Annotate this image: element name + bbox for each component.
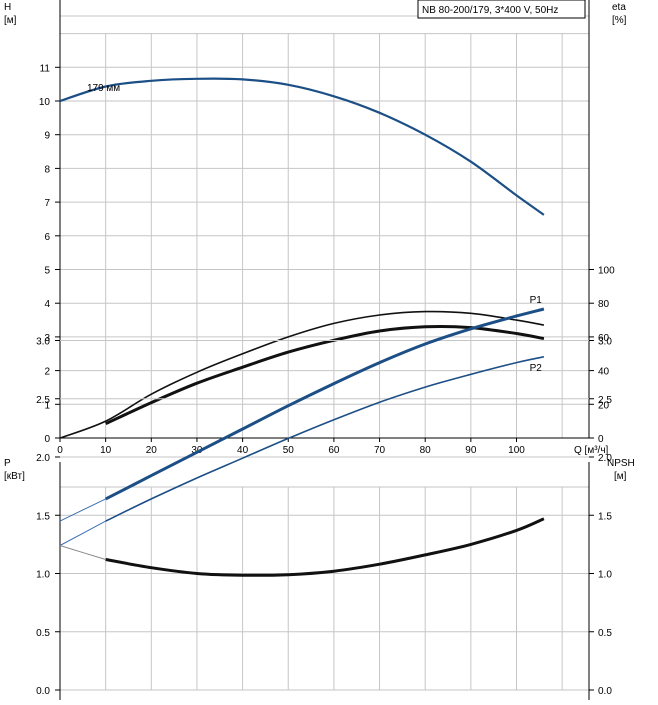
npsh-extension-line xyxy=(59,545,106,560)
y-tick-label-right: 80 xyxy=(598,299,610,310)
p1-extension-line xyxy=(59,498,106,522)
y-tick-label-left: 2.5 xyxy=(36,395,50,406)
y-axis-title-right: eta xyxy=(612,2,626,13)
y-tick-label-right: 60 xyxy=(598,333,610,344)
y-tick-label-right: 1.0 xyxy=(598,570,612,581)
y-tick-label-left: 9 xyxy=(44,131,50,142)
y-tick-label-left: 1.0 xyxy=(36,570,50,581)
y-tick-label-left: 2.0 xyxy=(36,453,50,464)
title-box xyxy=(417,0,586,19)
x-tick-label: 10 xyxy=(100,445,112,456)
y-tick-label-right: 0.5 xyxy=(598,628,612,639)
y-axis-unit-left: [м] xyxy=(4,15,17,26)
x-tick-label: 70 xyxy=(374,445,386,456)
x-tick-label: 100 xyxy=(508,445,525,456)
y-tick-label-right: 2.5 xyxy=(598,395,612,406)
y-tick-label-left: 3.0 xyxy=(36,337,50,348)
x-tick-label: 80 xyxy=(420,445,432,456)
x-tick-label: 90 xyxy=(465,445,477,456)
y-axis-unit-right: [м] xyxy=(614,471,627,482)
y-tick-label-right: 1.5 xyxy=(598,511,612,522)
p1-curve-line xyxy=(105,307,545,501)
y-tick-label-left: 6 xyxy=(44,232,50,243)
y-axis-unit-left: [кВт] xyxy=(4,471,25,482)
y-tick-label-left: 1 xyxy=(44,400,50,411)
y-tick-label-right: 2.0 xyxy=(598,453,612,464)
x-tick-label: 50 xyxy=(283,445,295,456)
chart-title: NB 80-200/179, 3*400 V, 50Hz xyxy=(422,5,558,16)
series-label-p1: P1 xyxy=(530,295,543,306)
y-axis-title-right: NPSH xyxy=(607,458,635,469)
x-axis-label: Q [м³/ч] xyxy=(574,445,609,456)
y-tick-label-left: 3 xyxy=(44,333,50,344)
y-tick-label-left: 0.5 xyxy=(36,628,50,639)
y-axis-title-left: P xyxy=(4,458,11,469)
y-tick-label-left: 0.0 xyxy=(36,686,50,697)
y-tick-label-left: 5 xyxy=(44,266,50,277)
series-label-p2: P2 xyxy=(530,363,543,374)
x-tick-label: 20 xyxy=(146,445,158,456)
x-tick-label: 60 xyxy=(328,445,340,456)
y-tick-label-right: 0 xyxy=(598,434,604,445)
y-tick-label-right: 0.0 xyxy=(598,686,612,697)
npsh-curve-line xyxy=(105,517,545,577)
y-tick-label-left: 2 xyxy=(44,367,50,378)
y-tick-label-right: 20 xyxy=(598,400,610,411)
y-tick-label-left: 11 xyxy=(40,63,51,74)
y-tick-label-left: 0 xyxy=(44,434,50,445)
p2-extension-line xyxy=(59,520,106,546)
y-tick-label-left: 10 xyxy=(39,97,51,108)
y-tick-label-left: 8 xyxy=(44,164,50,175)
p2-curve-line xyxy=(105,356,545,522)
y-tick-label-left: 4 xyxy=(44,299,50,310)
x-tick-label: 40 xyxy=(237,445,249,456)
y-tick-label-left: 7 xyxy=(44,198,50,209)
y-axis-title-left: H xyxy=(4,2,11,13)
x-tick-label: 0 xyxy=(57,445,63,456)
y-tick-label-right: 40 xyxy=(598,367,610,378)
y-tick-label-right: 3.0 xyxy=(598,337,612,348)
efficiency-curve-line-bold xyxy=(105,324,545,426)
efficiency-curve-line xyxy=(59,310,545,439)
y-tick-label-left: 1.5 xyxy=(36,511,50,522)
impeller-diameter-label: 179 мм xyxy=(87,83,120,94)
head-curve-line xyxy=(59,77,545,216)
y-tick-label-right: 100 xyxy=(598,266,615,277)
y-axis-unit-right: [%] xyxy=(612,15,627,26)
